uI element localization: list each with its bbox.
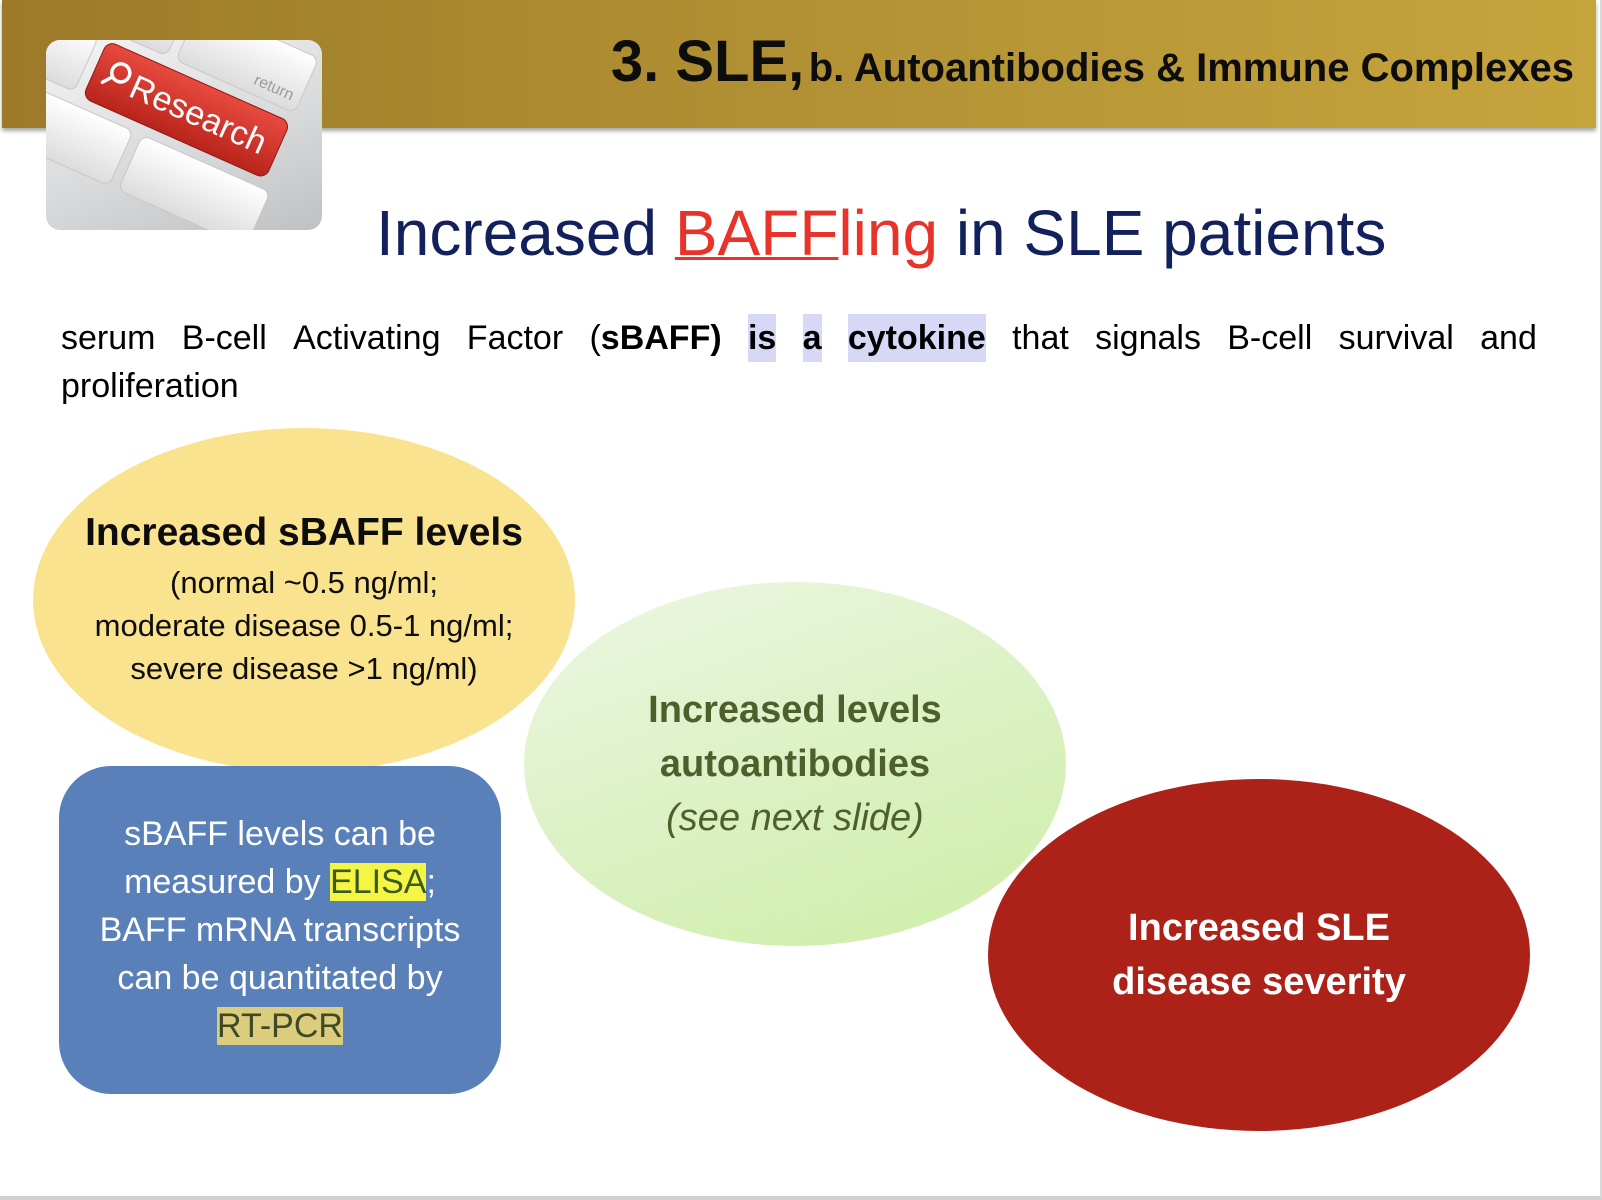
intro-sbaff: sBAFF) <box>600 319 722 357</box>
disease-severity-line-1: Increased SLE <box>1128 907 1390 949</box>
intro-word: Activating <box>293 319 441 357</box>
autoantibodies-line-2: autoantibodies <box>659 743 931 785</box>
measured-by-text: measured by <box>124 863 331 901</box>
intro-word: serum <box>61 319 156 357</box>
intro-highlight-is: is <box>747 314 777 362</box>
research-key-shape <box>84 43 289 177</box>
see-next-slide-note: (see next slide) <box>666 797 924 839</box>
autoantibodies-ellipse: Increased levels autoantibodies (see nex… <box>524 582 1066 946</box>
key-shape <box>120 137 269 230</box>
intro-line-1: serum B-cell Activating Factor (sBAFF) i… <box>61 314 1537 362</box>
sbaff-levels-ellipse: Increased sBAFF levels (normal ~0.5 ng/m… <box>33 428 575 772</box>
keyboard-illustration: Research return ? tion <box>46 40 317 230</box>
intro-highlight-cytokine: cytokine <box>847 314 986 362</box>
header-title-sub: b. Autoantibodies & Immune Complexes <box>808 46 1574 90</box>
main-title: Increased BAFFling in SLE patients <box>376 196 1386 270</box>
key-shape <box>46 40 97 90</box>
title-prefix: Increased <box>376 197 675 269</box>
intro-word: signals <box>1095 319 1201 357</box>
measurement-line-5: RT-PCR <box>217 1002 343 1050</box>
intro-open-paren: ( <box>589 319 601 357</box>
intro-word: B-cell <box>1227 319 1313 357</box>
measurement-line-2: measured by ELISA; <box>124 858 436 906</box>
disease-severity-ellipse: Increased SLE disease severity <box>988 779 1530 1131</box>
intro-paragraph: serum B-cell Activating Factor (sBAFF) i… <box>61 314 1537 410</box>
intro-sbaff-group: (sBAFF) <box>589 314 721 362</box>
measurement-box: sBAFF levels can be measured by ELISA; B… <box>59 766 501 1094</box>
research-keyboard-image: Research return ? tion <box>46 40 322 230</box>
measurement-line-3: BAFF mRNA transcripts <box>99 911 461 949</box>
measurement-line-4: can be quantitated by <box>117 959 443 997</box>
title-suffix: in SLE patients <box>938 197 1387 269</box>
sbaff-moderate-line: moderate disease 0.5-1 ng/ml; <box>94 607 514 643</box>
key-shape <box>46 84 132 184</box>
intro-word: Factor <box>466 319 564 357</box>
title-baff: BAFF <box>674 197 839 269</box>
elisa-highlight: ELISA <box>330 863 427 901</box>
disease-severity-line-2: disease severity <box>1112 961 1406 1003</box>
measurement-line-1: sBAFF levels can be <box>124 815 436 853</box>
intro-word: and <box>1480 319 1537 357</box>
sbaff-severe-line: severe disease >1 ng/ml) <box>130 650 478 686</box>
sbaff-normal-line: (normal ~0.5 ng/ml; <box>170 564 438 600</box>
rt-pcr-highlight: RT-PCR <box>217 1007 343 1045</box>
intro-word: survival <box>1338 319 1454 357</box>
autoantibodies-line-1: Increased levels <box>648 689 942 731</box>
slide-header-title: 3. SLE, b. Autoantibodies & Immune Compl… <box>611 28 1574 95</box>
semicolon: ; <box>426 863 436 901</box>
sbaff-levels-title: Increased sBAFF levels <box>85 510 523 554</box>
intro-line-2: proliferation <box>61 367 239 405</box>
intro-word: that <box>1012 319 1069 357</box>
intro-word: B-cell <box>181 319 267 357</box>
title-ling: ling <box>838 197 939 269</box>
header-title-main: 3. SLE, <box>610 29 805 94</box>
intro-highlight-a: a <box>802 314 822 362</box>
magnifier-handle <box>100 75 115 85</box>
magnifier-icon <box>110 62 132 84</box>
key-shape <box>177 40 317 111</box>
